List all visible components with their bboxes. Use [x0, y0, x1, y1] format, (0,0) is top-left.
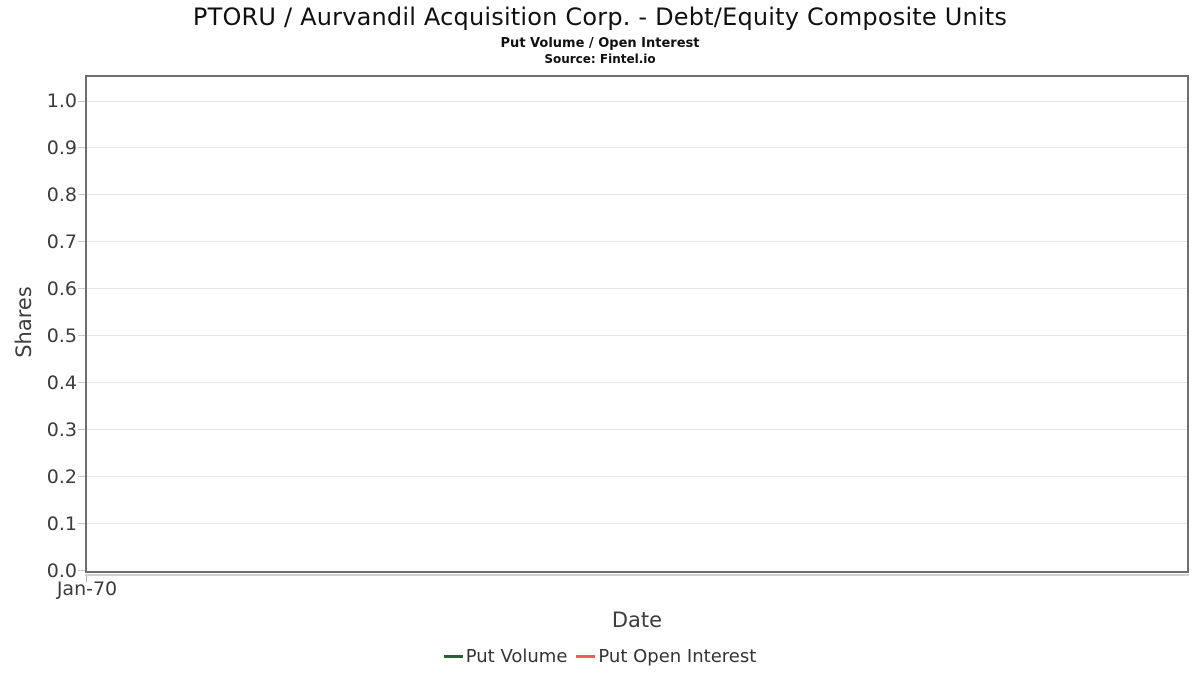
put-volume-line-swatch — [443, 655, 463, 658]
y-tick-mark — [78, 147, 85, 149]
y-gridline — [87, 523, 1187, 525]
y-gridline — [87, 100, 1187, 102]
y-tick-mark — [78, 100, 85, 102]
y-gridline — [87, 382, 1187, 384]
y-tick-label: 0.5 — [46, 324, 77, 347]
legend-item-put-volume[interactable]: Put Volume — [443, 646, 568, 667]
y-tick-mark — [78, 288, 85, 290]
x-tick-mark — [86, 576, 87, 582]
y-gridline — [87, 476, 1187, 478]
y-tick-label: 0.2 — [46, 465, 77, 488]
y-tick-label: 0.0 — [46, 559, 77, 582]
y-tick-mark — [78, 241, 85, 243]
x-axis-label: Date — [611, 608, 663, 632]
y-tick-label: 0.3 — [46, 418, 77, 441]
y-tick-mark — [78, 382, 85, 384]
legend-label-put-open-interest: Put Open Interest — [598, 646, 757, 667]
y-gridline — [87, 147, 1187, 149]
y-tick-mark — [78, 335, 85, 337]
y-tick-mark — [78, 476, 85, 478]
x-tick-label: Jan-70 — [56, 578, 118, 600]
legend-label-put-volume: Put Volume — [465, 646, 568, 667]
y-tick-mark — [78, 194, 85, 196]
y-tick-mark — [78, 570, 85, 572]
y-tick-mark — [78, 523, 85, 525]
chart-source: Source: Fintel.io — [544, 52, 656, 66]
y-gridline — [87, 194, 1187, 196]
put-open-interest-line-swatch — [576, 655, 596, 658]
legend: Put Volume Put Open Interest — [0, 646, 1200, 667]
y-tick-label: 0.4 — [46, 371, 77, 394]
y-tick-mark — [78, 429, 85, 431]
y-gridline — [87, 335, 1187, 337]
plot-area — [85, 75, 1189, 573]
chart-title: PTORU / Aurvandil Acquisition Corp. - De… — [192, 3, 1008, 31]
y-gridline — [87, 241, 1187, 243]
y-tick-label: 0.6 — [46, 277, 77, 300]
y-tick-label: 0.8 — [46, 183, 77, 206]
y-tick-label: 0.7 — [46, 230, 77, 253]
legend-item-put-open-interest[interactable]: Put Open Interest — [576, 646, 756, 667]
y-tick-label: 0.1 — [46, 512, 77, 535]
y-tick-label: 0.9 — [46, 136, 77, 159]
y-gridline — [87, 288, 1187, 290]
y-tick-label: 1.0 — [46, 90, 77, 112]
chart-subtitle: Put Volume / Open Interest — [500, 36, 700, 51]
y-gridline — [87, 429, 1187, 431]
x-axis-line — [85, 574, 1189, 576]
